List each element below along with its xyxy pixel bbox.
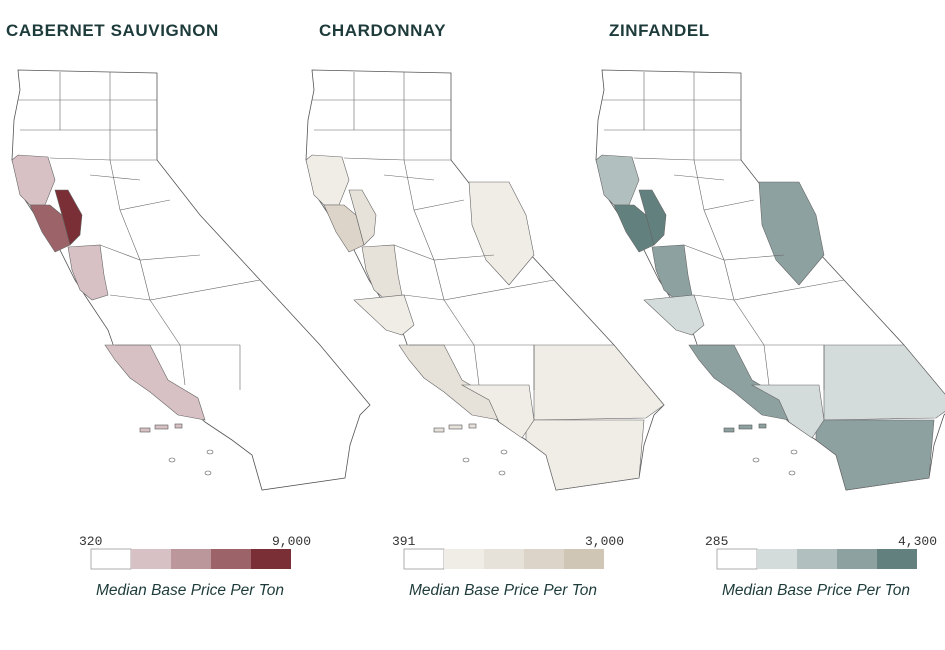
island (433, 427, 445, 433)
island (723, 427, 735, 433)
county-region (54, 189, 83, 246)
county-region (815, 419, 935, 491)
island (448, 424, 463, 430)
island (139, 427, 151, 433)
legend-max: 9,000 (272, 534, 311, 549)
island (752, 457, 760, 463)
legend-swatch (877, 549, 917, 569)
island (174, 423, 183, 429)
county-region (468, 181, 535, 286)
legend-swatch (251, 549, 291, 569)
legend-swatch (131, 549, 171, 569)
legend-caption: Median Base Price Per Ton (409, 582, 597, 599)
legend-swatch (403, 548, 445, 570)
island (168, 457, 176, 463)
panel-title: ZINFANDEL (609, 21, 710, 40)
legend-min: 320 (79, 534, 102, 549)
county-region (688, 344, 790, 421)
legend-swatch (564, 549, 604, 569)
island (738, 424, 753, 430)
county-lines (602, 72, 845, 390)
county-region (750, 384, 825, 439)
county-region (758, 181, 825, 286)
county-region (823, 344, 945, 421)
legend-swatch (211, 549, 251, 569)
legend-swatch (757, 549, 797, 569)
island (468, 423, 477, 429)
county-region (643, 294, 705, 336)
california-map (595, 69, 945, 491)
island (788, 470, 796, 476)
county-region (460, 384, 535, 439)
county-region (638, 189, 667, 246)
island (790, 449, 798, 455)
county-region (353, 294, 415, 336)
island (500, 449, 508, 455)
legend-swatch (444, 549, 484, 569)
legend-caption: Median Base Price Per Ton (96, 582, 284, 599)
legend-swatch (837, 549, 877, 569)
island (206, 449, 214, 455)
county-lines (312, 72, 555, 390)
county-region (525, 419, 645, 491)
legend-max: 4,300 (898, 534, 937, 549)
island (204, 470, 212, 476)
county-region (398, 344, 500, 421)
legend-swatch (171, 549, 211, 569)
legend-swatch (524, 549, 564, 569)
island (498, 470, 506, 476)
island (758, 423, 767, 429)
county-region (348, 189, 377, 246)
legend-swatch (797, 549, 837, 569)
legend-caption: Median Base Price Per Ton (722, 582, 910, 599)
panel-title: CHARDONNAY (319, 21, 446, 40)
island (462, 457, 470, 463)
island (154, 424, 169, 430)
county-region (104, 344, 206, 421)
legend-min: 391 (392, 534, 416, 549)
legend-swatch (90, 548, 132, 570)
california-map (11, 69, 371, 491)
california-map (305, 69, 665, 491)
legend-swatch (484, 549, 524, 569)
legend-swatch (716, 548, 758, 570)
panel-title: CABERNET SAUVIGNON (6, 21, 219, 40)
legend-min: 285 (705, 534, 728, 549)
county-region (67, 244, 109, 301)
county-lines (18, 72, 261, 390)
legend-max: 3,000 (585, 534, 624, 549)
county-region (533, 344, 665, 421)
